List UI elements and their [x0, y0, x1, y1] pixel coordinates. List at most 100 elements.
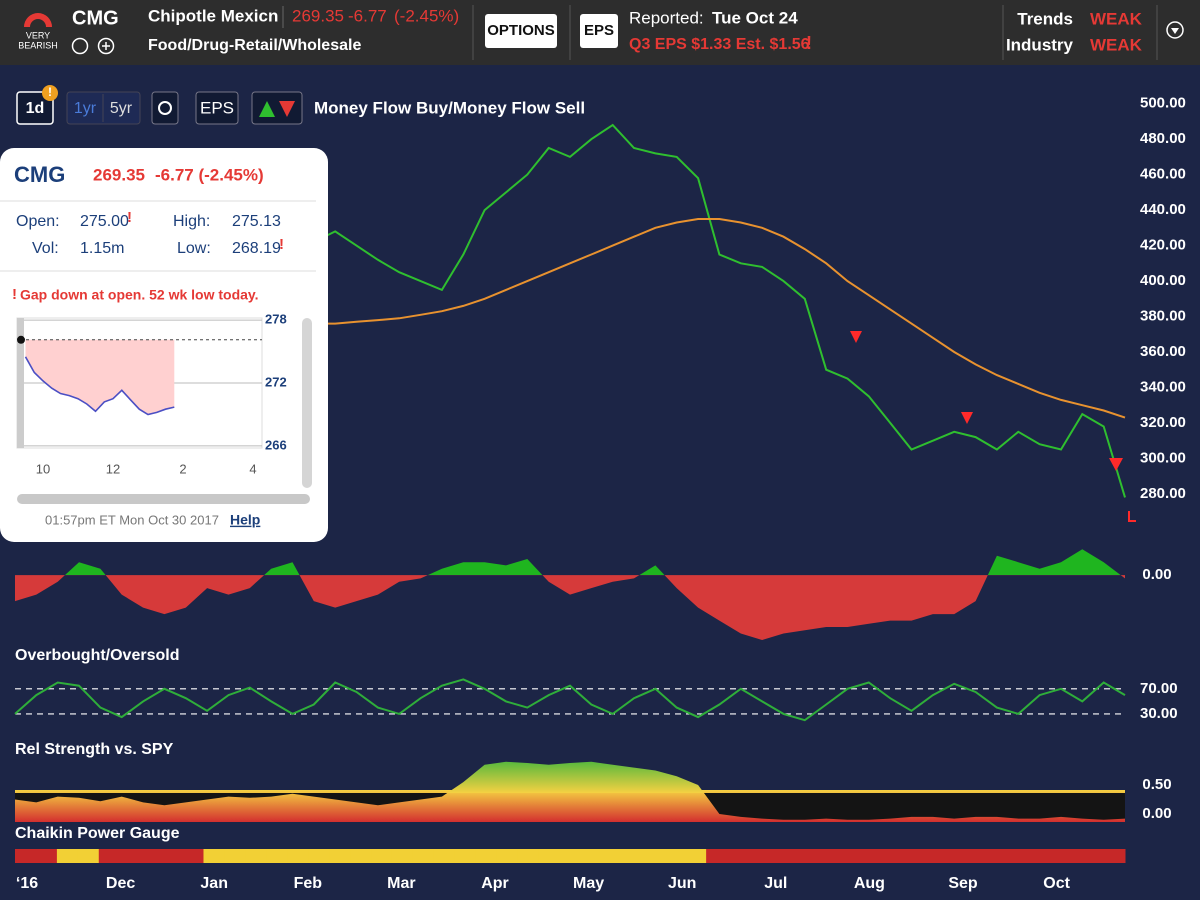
gauge-segment — [999, 849, 1021, 863]
gauge-segment — [454, 849, 477, 863]
add-icon-plus — [102, 42, 110, 50]
eps-badge[interactable] — [580, 14, 618, 48]
menu-button[interactable] — [1166, 21, 1184, 39]
gauge-segment — [852, 849, 875, 863]
gauge-segment — [119, 849, 142, 863]
gauge-segment — [56, 849, 79, 863]
gap-alert: ! — [12, 286, 17, 303]
scrollbar[interactable] — [17, 494, 310, 504]
open-alert: ! — [127, 209, 132, 226]
x-tick-label: Dec — [106, 875, 135, 892]
popup-price: 269.35 — [93, 165, 145, 184]
intraday-line — [24, 356, 175, 416]
x-tick-label: Sep — [948, 875, 978, 892]
intraday-edge — [17, 318, 24, 448]
signals-button[interactable] — [251, 91, 303, 125]
sentiment-label: BEARISH — [18, 40, 58, 50]
gauge-segment — [224, 849, 246, 863]
gauge-segment — [978, 849, 1000, 863]
scrollbar[interactable] — [302, 318, 312, 488]
gauge-segment — [98, 849, 121, 863]
options-button[interactable] — [485, 14, 557, 48]
gauge-segment — [496, 849, 519, 863]
alert-badge-label: ! — [48, 85, 52, 99]
x-tick-label: Oct — [1043, 875, 1070, 892]
gauge-segment — [287, 849, 309, 863]
x-tick-label: 10 — [36, 461, 50, 476]
panel-title: Overbought/Oversold — [15, 647, 179, 664]
y-tick-label: 380.00 — [1140, 307, 1186, 324]
gauge-segment — [768, 849, 791, 863]
sentiment-gauge — [24, 13, 52, 27]
gauge-segment — [580, 849, 602, 863]
eps-alert: ! — [806, 33, 812, 53]
y-tick-label: 0.00 — [1142, 566, 1171, 583]
period-label: 5yr — [110, 100, 133, 117]
crosshair-button[interactable] — [151, 91, 179, 125]
gauge-segment — [475, 849, 498, 863]
quote-popup: CMG 269.35 -6.77 (-2.45%) Open: 275.00 !… — [0, 148, 328, 542]
period-label: 1d — [26, 100, 45, 117]
eps-button[interactable] — [195, 91, 239, 125]
gauge-segment — [1062, 849, 1084, 863]
gauge-segment — [245, 849, 267, 863]
x-tick-label: Mar — [387, 875, 415, 892]
x-tick-label: ‘16 — [16, 875, 38, 892]
gauge-segment — [350, 849, 372, 863]
area — [15, 549, 1125, 640]
gauge-segment — [140, 849, 163, 863]
open-label: Open: — [16, 213, 60, 230]
gauge-segment — [810, 849, 833, 863]
vol-label: Vol: — [32, 240, 59, 257]
prev-close-dot — [17, 335, 25, 344]
y-tick-label: 300.00 — [1140, 449, 1186, 466]
timestamp: 01:57pm ET Mon Oct 30 2017 — [45, 512, 219, 527]
up-icon — [259, 101, 275, 117]
y-tick-label: 360.00 — [1140, 343, 1186, 360]
period-button[interactable] — [16, 91, 54, 125]
y-tick-label: 266 — [265, 437, 287, 452]
charts: 500.00480.00460.00440.00420.00400.00380.… — [14, 95, 1186, 892]
y-tick-label: 500.00 — [1140, 95, 1186, 112]
gauge-segment — [371, 849, 393, 863]
x-tick-label: Jun — [668, 875, 696, 892]
options-label: OPTIONS — [487, 22, 555, 39]
help-link[interactable]: Help — [230, 512, 260, 528]
gauge-segment — [308, 849, 330, 863]
toolbar: 1d ! 1yr 5yr EPS Money Flow Buy/Money Fl… — [16, 85, 585, 125]
gauge-segment — [748, 849, 770, 863]
y-tick-label: 0.00 — [1142, 805, 1171, 822]
header: VERY BEARISH CMG Chipotle Mexicn 269.35 … — [0, 0, 1200, 65]
trends-label: Trends — [1017, 9, 1073, 28]
x-tick-label: 2 — [179, 461, 186, 476]
gauge-segment — [182, 849, 204, 863]
x-tick-label: Jul — [764, 875, 787, 892]
gap-note: Gap down at open. 52 wk low today. — [20, 287, 259, 303]
y-tick-label: 280.00 — [1140, 485, 1186, 502]
popup-change: -6.77 (-2.45%) — [155, 165, 264, 184]
low-value: 268.19 — [232, 240, 281, 257]
period-label: 1yr — [74, 100, 97, 117]
add-icon[interactable] — [97, 37, 115, 55]
gauge-segment — [727, 849, 749, 863]
menu-arrow — [1171, 28, 1179, 34]
industry-label: Industry — [1006, 35, 1074, 54]
gauge-segment — [601, 849, 623, 863]
y-tick-label: 0.50 — [1142, 776, 1171, 793]
high-label: High: — [173, 213, 210, 230]
gauge-segment — [664, 849, 686, 863]
gauge-segment — [412, 849, 435, 863]
y-tick-label: 30.00 — [1140, 705, 1178, 722]
x-tick-label: Aug — [854, 875, 885, 892]
area — [15, 761, 1125, 820]
high-value: 275.13 — [232, 213, 281, 230]
x-tick-label: Apr — [481, 875, 509, 892]
indicator-title: Money Flow Buy/Money Flow Sell — [314, 98, 585, 117]
y-tick-label: 480.00 — [1140, 130, 1186, 147]
sell-signal — [961, 412, 973, 424]
info-icon[interactable] — [71, 37, 89, 55]
y-tick-label: 440.00 — [1140, 201, 1186, 218]
crosshair-icon — [158, 101, 172, 115]
gauge-segment — [15, 849, 37, 863]
